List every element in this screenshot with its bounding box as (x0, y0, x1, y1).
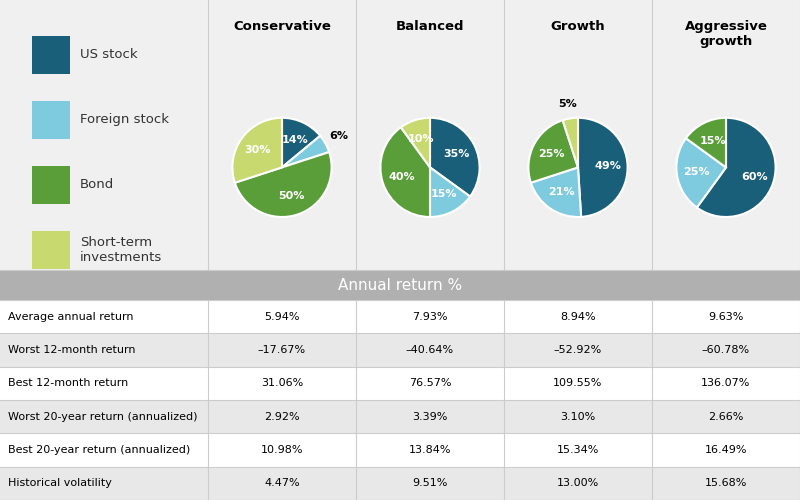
Text: 15.68%: 15.68% (705, 478, 747, 488)
Wedge shape (578, 118, 627, 217)
Text: US stock: US stock (80, 48, 138, 62)
Text: 4.47%: 4.47% (264, 478, 300, 488)
Text: 76.57%: 76.57% (409, 378, 451, 388)
Text: 35%: 35% (443, 149, 470, 159)
Text: 109.55%: 109.55% (554, 378, 602, 388)
Text: 25%: 25% (538, 149, 565, 159)
Text: 16.49%: 16.49% (705, 445, 747, 455)
Text: Growth: Growth (550, 20, 606, 33)
Text: –17.67%: –17.67% (258, 345, 306, 355)
Wedge shape (529, 120, 578, 182)
Wedge shape (401, 118, 430, 168)
Text: Conservative: Conservative (233, 20, 331, 33)
Text: 21%: 21% (548, 187, 574, 197)
Text: 6%: 6% (329, 132, 348, 141)
Wedge shape (686, 118, 726, 168)
Text: 30%: 30% (245, 145, 271, 155)
Wedge shape (562, 118, 578, 168)
Text: 14%: 14% (282, 136, 308, 145)
Text: 15.34%: 15.34% (557, 445, 599, 455)
Text: 50%: 50% (278, 190, 304, 200)
Text: 13.84%: 13.84% (409, 445, 451, 455)
Text: Annual return %: Annual return % (338, 278, 462, 292)
Text: –60.78%: –60.78% (702, 345, 750, 355)
Text: Worst 20-year return (annualized): Worst 20-year return (annualized) (8, 412, 198, 422)
Text: Worst 12-month return: Worst 12-month return (8, 345, 135, 355)
Text: 49%: 49% (594, 162, 621, 172)
Wedge shape (697, 118, 775, 217)
Text: 40%: 40% (388, 172, 415, 181)
Wedge shape (233, 118, 282, 182)
Text: 5.94%: 5.94% (264, 312, 300, 322)
Wedge shape (235, 152, 331, 217)
Text: 15%: 15% (699, 136, 726, 146)
Text: 3.10%: 3.10% (560, 412, 596, 422)
Text: 7.93%: 7.93% (412, 312, 448, 322)
Text: Best 20-year return (annualized): Best 20-year return (annualized) (8, 445, 190, 455)
Text: Bond: Bond (80, 178, 114, 192)
Text: 5%: 5% (558, 98, 578, 108)
Text: Best 12-month return: Best 12-month return (8, 378, 128, 388)
Text: Balanced: Balanced (396, 20, 464, 33)
Text: 9.51%: 9.51% (412, 478, 448, 488)
Wedge shape (381, 128, 430, 217)
Text: 10%: 10% (407, 134, 434, 144)
Text: Historical volatility: Historical volatility (8, 478, 112, 488)
Text: Foreign stock: Foreign stock (80, 114, 169, 126)
Text: Short-term
investments: Short-term investments (80, 236, 162, 264)
Text: 2.92%: 2.92% (264, 412, 300, 422)
Wedge shape (282, 118, 320, 168)
Wedge shape (430, 118, 479, 196)
Wedge shape (282, 136, 329, 168)
Text: 3.39%: 3.39% (412, 412, 448, 422)
Text: 15%: 15% (430, 189, 457, 199)
Text: 13.00%: 13.00% (557, 478, 599, 488)
Wedge shape (677, 138, 726, 207)
Text: 10.98%: 10.98% (261, 445, 303, 455)
Wedge shape (531, 168, 581, 217)
Text: 2.66%: 2.66% (708, 412, 744, 422)
Text: 25%: 25% (683, 167, 710, 177)
Text: –52.92%: –52.92% (554, 345, 602, 355)
Text: 8.94%: 8.94% (560, 312, 596, 322)
Text: 136.07%: 136.07% (702, 378, 750, 388)
Wedge shape (430, 168, 470, 217)
Text: 31.06%: 31.06% (261, 378, 303, 388)
Text: –40.64%: –40.64% (406, 345, 454, 355)
Text: 60%: 60% (741, 172, 768, 181)
Text: Aggressive
growth: Aggressive growth (685, 20, 767, 48)
Text: 9.63%: 9.63% (708, 312, 744, 322)
Text: Average annual return: Average annual return (8, 312, 134, 322)
